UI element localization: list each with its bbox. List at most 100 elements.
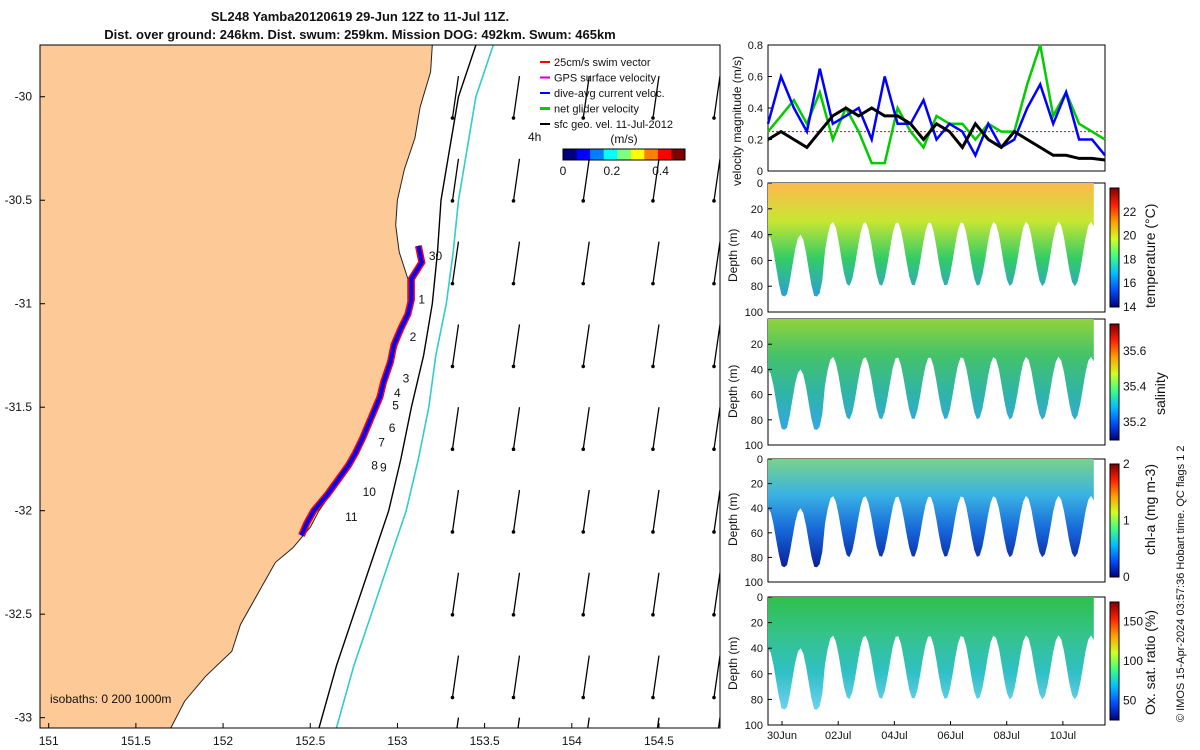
salinity-ytick-label: 80 bbox=[751, 415, 763, 427]
oxygen-cbar-tick: 150 bbox=[1123, 615, 1143, 629]
map-xtick-label: 153.5 bbox=[470, 734, 500, 748]
chla-ytick-label: 100 bbox=[745, 577, 763, 589]
sfc-vector-head bbox=[581, 364, 586, 369]
salinity-section-fill bbox=[768, 319, 1094, 430]
chart-title-line1: SL248 Yamba20120619 29-Jun 12Z to 11-Jul… bbox=[210, 9, 510, 24]
day-label: 2 bbox=[410, 330, 417, 344]
chla-colorbar bbox=[1109, 463, 1120, 578]
sfc-vector bbox=[512, 75, 521, 119]
oxygen-ytick-label: 60 bbox=[751, 669, 763, 681]
legend-entry: dive-avg current veloc. bbox=[554, 88, 665, 100]
map-ytick-label: -31.5 bbox=[5, 400, 33, 414]
oxygen-ytick-label: 80 bbox=[751, 694, 763, 706]
legend-entry: GPS surface velocity bbox=[554, 73, 657, 85]
sfc-vector bbox=[512, 407, 521, 450]
map-xtick-label: 154.5 bbox=[644, 734, 674, 748]
map-ytick-label: -32.5 bbox=[5, 607, 33, 621]
sfc-vector bbox=[512, 241, 521, 284]
temperature-ytick-label: 40 bbox=[751, 230, 763, 242]
section-xtick-label: 02Jul bbox=[825, 730, 851, 742]
velocity-series-line bbox=[767, 106, 1106, 162]
sfc-vector bbox=[451, 75, 460, 119]
sfc-vector-head bbox=[450, 612, 455, 617]
sfc-vector bbox=[512, 655, 521, 698]
glider-track-blue bbox=[299, 245, 424, 537]
day-label: 7 bbox=[378, 436, 385, 450]
sfc-vector bbox=[713, 407, 720, 450]
day-label: 1 bbox=[418, 293, 425, 307]
isobaths-label: isobaths: 0 200 1000m bbox=[50, 692, 171, 706]
temperature-cbar-tick: 16 bbox=[1123, 276, 1137, 290]
sfc-vector-head bbox=[712, 695, 716, 700]
velocity-ytick-label: 0.2 bbox=[748, 135, 763, 147]
sfc-vector-head bbox=[511, 447, 516, 451]
sfc-vector bbox=[713, 489, 720, 533]
salinity-ylabel: Depth (m) bbox=[726, 364, 740, 418]
chla-ytick-label: 40 bbox=[751, 503, 763, 515]
map-ytick-label: -32 bbox=[15, 504, 33, 518]
sfc-vector-head bbox=[450, 447, 455, 451]
velocity-ytick-label: 0.6 bbox=[748, 72, 763, 84]
sfc-vector bbox=[451, 572, 460, 615]
sfc-vector bbox=[713, 75, 720, 119]
chla-ytick-label: 0 bbox=[757, 454, 763, 466]
sfc-vector-head bbox=[450, 199, 455, 203]
map-ytick-label: -31 bbox=[15, 297, 33, 311]
sfc-vector bbox=[652, 489, 660, 533]
oxygen-ytick-label: 20 bbox=[751, 618, 763, 630]
sfc-vector bbox=[456, 717, 460, 728]
map-colorbar-frame bbox=[562, 148, 686, 161]
sfc-vector bbox=[512, 572, 521, 615]
velocity-ytick-label: 0.4 bbox=[748, 103, 763, 115]
sfc-vector-head bbox=[651, 364, 655, 369]
sfc-vector bbox=[582, 572, 590, 615]
sfc-vector-head bbox=[511, 364, 516, 369]
oxygen-cbar-tick: 100 bbox=[1123, 654, 1143, 668]
day-label: 6 bbox=[389, 421, 396, 435]
temperature-cbar-label: temperature (°C) bbox=[1142, 203, 1158, 308]
surface-vector-field bbox=[450, 75, 720, 728]
legend-entry: sfc geo. vel. 11-Jul-2012 bbox=[554, 119, 673, 131]
velocity-series-line bbox=[766, 68, 1106, 159]
credit-text: © IMOS 15-Apr-2024 03:57:36 Hobart time.… bbox=[1175, 445, 1187, 722]
section-xtick-label: 08Jul bbox=[994, 730, 1020, 742]
sfc-vector bbox=[652, 324, 660, 367]
chla-ytick-label: 20 bbox=[751, 479, 763, 491]
sfc-vector-head bbox=[511, 530, 516, 534]
map-colorbar-cell bbox=[644, 149, 659, 160]
map-xtick-label: 154 bbox=[562, 734, 582, 748]
salinity-ytick-label: 60 bbox=[751, 390, 763, 402]
sfc-vector-head bbox=[712, 281, 716, 286]
sfc-vector bbox=[582, 158, 590, 201]
map-colorbar-label: (m/s) bbox=[610, 132, 637, 146]
sfc-vector bbox=[582, 655, 590, 698]
sfc-vector bbox=[652, 241, 660, 284]
land-area bbox=[40, 45, 433, 728]
sfc-vector-head bbox=[511, 116, 516, 120]
sfc-vector-head bbox=[450, 364, 455, 369]
sfc-vector-head bbox=[651, 612, 655, 617]
isobath-1000m bbox=[335, 45, 495, 728]
sfc-vector-head bbox=[450, 530, 455, 534]
temperature-ytick-label: 60 bbox=[751, 255, 763, 267]
sfc-vector bbox=[713, 324, 720, 367]
day-label: 10 bbox=[363, 485, 377, 499]
sfc-vector bbox=[717, 717, 720, 728]
sfc-vector bbox=[582, 241, 590, 284]
oxygen-cbar-label: Ox. sat. ratio (%) bbox=[1142, 609, 1158, 715]
sfc-vector bbox=[451, 489, 460, 533]
temperature-ytick-label: 0 bbox=[757, 178, 763, 190]
sfc-vector-head bbox=[651, 199, 655, 203]
oxygen-colorbar bbox=[1109, 601, 1120, 721]
sfc-vector bbox=[512, 158, 521, 201]
day-label: 3 bbox=[403, 371, 410, 385]
map-xtick-label: 152 bbox=[213, 734, 233, 748]
sfc-vector-head bbox=[651, 116, 655, 120]
legend-entry: 25cm/s swim vector bbox=[554, 57, 651, 69]
map-colorbar-cell bbox=[657, 149, 672, 160]
salinity-cbar-tick: 35.2 bbox=[1123, 415, 1147, 429]
sfc-vector bbox=[713, 158, 720, 201]
sfc-vector bbox=[451, 241, 460, 284]
salinity-colorbar bbox=[1109, 323, 1120, 441]
